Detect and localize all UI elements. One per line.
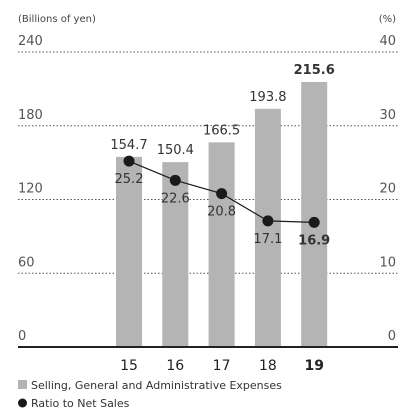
y-tick-label: 0 [18,329,26,344]
legend-label: Selling, General and Administrative Expe… [31,379,282,392]
legend-swatch [18,398,27,408]
ratio-value-label: 20.8 [207,205,236,220]
ratio-point [123,155,135,167]
ratio-point [308,216,320,228]
bar-value-label: 215.6 [294,63,335,78]
x-tick-label: 18 [259,358,277,374]
x-tick-label: 16 [166,358,184,374]
bar-value-label: 154.7 [110,138,147,153]
y-axis-label: (Billions of yen) [18,14,96,25]
y2-tick-label: 10 [379,255,396,270]
ratio-point [262,215,274,227]
legend-swatch [18,380,27,389]
ratio-value-label: 17.1 [253,232,282,247]
bar [208,142,235,346]
ratio-value-label: 25.2 [115,172,144,187]
y-tick-label: 60 [18,255,35,270]
y-tick-label: 120 [18,182,43,197]
bar-value-label: 193.8 [249,90,286,105]
x-tick-label: 17 [213,358,231,374]
ratio-value-label: 22.6 [161,191,190,206]
y-tick-label: 240 [18,34,43,49]
y2-tick-label: 20 [379,182,396,197]
y2-tick-label: 30 [379,108,396,123]
bar-value-label: 150.4 [157,143,194,158]
x-tick-label: 15 [120,358,138,374]
bar-value-label: 166.5 [203,123,240,138]
ratio-value-label: 16.9 [298,233,330,248]
bar [162,162,189,346]
x-tick-label: 19 [304,358,323,374]
bar [116,156,142,346]
bar [301,81,328,346]
y2-tick-label: 0 [388,329,396,344]
ratio-point [216,188,228,200]
y-tick-label: 180 [18,108,43,123]
legend-label: Ratio to Net Sales [31,397,130,410]
y2-tick-label: 40 [379,34,396,49]
ratio-point [169,174,181,186]
y2-axis-label: (%) [379,14,396,25]
bar [254,108,281,346]
